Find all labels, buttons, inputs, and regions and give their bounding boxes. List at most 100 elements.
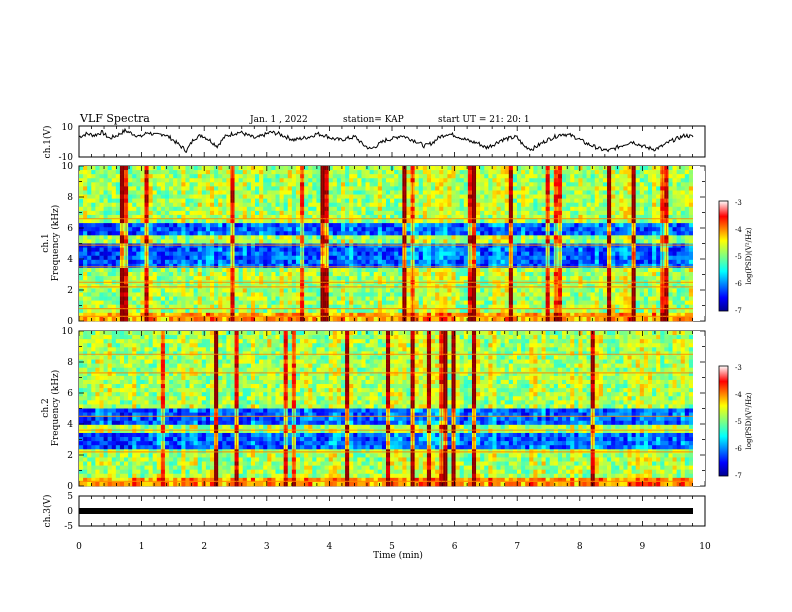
spectrogram-cell — [263, 186, 268, 191]
spectrogram-cell — [611, 223, 616, 228]
spectrogram-cell — [242, 202, 248, 208]
spectrogram-cell — [488, 170, 493, 175]
spectrogram-cell — [140, 198, 145, 204]
spectrogram-cell — [181, 214, 186, 220]
spectrogram-cell — [418, 288, 424, 293]
spectrogram-cell — [496, 182, 501, 187]
spectrogram-cell — [619, 202, 624, 208]
spectrogram-cell — [99, 231, 104, 236]
spectrogram-cell — [267, 214, 272, 220]
spectrogram-cell — [492, 263, 497, 269]
spectrogram-cell — [476, 202, 481, 208]
spectrogram-cell — [336, 259, 342, 265]
spectrogram-cell — [369, 210, 375, 216]
spectrogram-cell — [136, 194, 141, 199]
spectrogram-cell — [365, 178, 370, 183]
spectrogram-cell — [267, 182, 272, 187]
spectrogram-cell — [455, 231, 460, 236]
spectrogram-cell — [525, 202, 530, 208]
spectrogram-cell — [246, 170, 252, 175]
spectrogram-cell — [537, 251, 542, 257]
spectrogram-cell — [316, 194, 321, 199]
spectrogram-cell — [205, 219, 211, 224]
spectrogram-cell — [169, 170, 174, 175]
spectrogram-cell — [586, 223, 591, 228]
spectrogram-cell — [340, 267, 346, 273]
spectrogram-cell — [488, 182, 493, 187]
spectrogram-cell — [422, 206, 428, 212]
spectrogram-cell — [91, 263, 96, 269]
spectrogram-cell — [259, 296, 264, 301]
spectrogram-cell — [504, 210, 510, 216]
spectrogram-cell — [160, 198, 166, 204]
spectrogram-cell — [512, 247, 518, 252]
spectrogram-cell — [549, 276, 555, 281]
spectrogram-cell — [291, 223, 297, 228]
spectrogram-cell — [602, 267, 608, 273]
spectrogram-cell — [488, 190, 493, 195]
spectrogram-cell — [308, 210, 313, 216]
spectrogram-cell — [480, 174, 485, 179]
spectrogram-cell — [242, 190, 248, 195]
spectrogram-cell — [537, 292, 542, 297]
spectrogram-cell — [394, 267, 399, 273]
spectrogram-cell — [365, 267, 370, 273]
spectrogram-cell — [652, 247, 657, 252]
spectrogram-cell — [328, 247, 334, 252]
spectrogram-cell — [328, 214, 334, 220]
spectrogram-cell — [357, 166, 362, 171]
spectrogram-cell — [271, 247, 276, 252]
spectrogram-cell — [582, 272, 587, 277]
spectrogram-cell — [549, 247, 555, 252]
spectrogram-cell — [598, 178, 604, 183]
spectrogram-cell — [537, 206, 542, 212]
spectrogram-cell — [476, 206, 481, 212]
spectrogram-cell — [643, 296, 649, 301]
spectrogram-cell — [566, 259, 571, 265]
spectrogram-cell — [390, 276, 395, 281]
spectrogram-cell — [688, 198, 694, 204]
spectrogram-cell — [111, 202, 117, 208]
spectrogram-cell — [582, 255, 587, 261]
spectrogram-cell — [549, 227, 555, 232]
spectrogram-cell — [381, 251, 387, 257]
spectrogram-cell — [525, 276, 530, 281]
spectrogram-cell — [222, 174, 227, 179]
spectrogram-cell — [164, 276, 170, 281]
spectrogram-cell — [611, 292, 616, 297]
spectrogram-cell — [582, 235, 587, 240]
spectrogram-cell — [668, 267, 673, 273]
spectrogram-cell — [459, 263, 465, 269]
spectrogram-cell — [336, 288, 342, 293]
spectrogram-cell — [594, 223, 600, 228]
spectrogram-cell — [83, 276, 88, 281]
spectrogram-cell — [152, 259, 158, 265]
spectrogram-cell — [504, 235, 510, 240]
spectrogram-cell — [267, 292, 272, 297]
spectrogram-cell — [267, 251, 272, 257]
spectrogram-cell — [197, 223, 203, 228]
spectrogram-cell — [627, 272, 632, 277]
spectrogram-cell — [361, 186, 366, 191]
spectrogram-cell — [594, 190, 600, 195]
spectrogram-cell — [496, 247, 501, 252]
spectrogram-cell — [525, 182, 530, 187]
spectrogram-cell — [345, 174, 350, 179]
spectrogram-cell — [234, 259, 239, 265]
spectrogram-cell — [201, 190, 207, 195]
spectrogram-cell — [463, 272, 469, 277]
spectrogram-cell — [226, 190, 231, 195]
spectrogram-cell — [218, 255, 223, 261]
spectrogram-cell — [676, 174, 682, 179]
spectrogram-cell — [447, 210, 452, 216]
spectrogram-cell — [103, 202, 108, 208]
spectrogram-cell — [422, 227, 428, 232]
spectrogram-cell — [488, 214, 493, 220]
spectrogram-cell — [459, 239, 465, 244]
spectrogram-cell — [386, 255, 391, 261]
spectrogram-cell — [373, 267, 379, 273]
spectrogram-cell — [209, 267, 215, 273]
spectrogram-cell — [365, 296, 370, 301]
spectrogram-cell — [332, 239, 338, 244]
spectrogram-cell — [173, 239, 178, 244]
